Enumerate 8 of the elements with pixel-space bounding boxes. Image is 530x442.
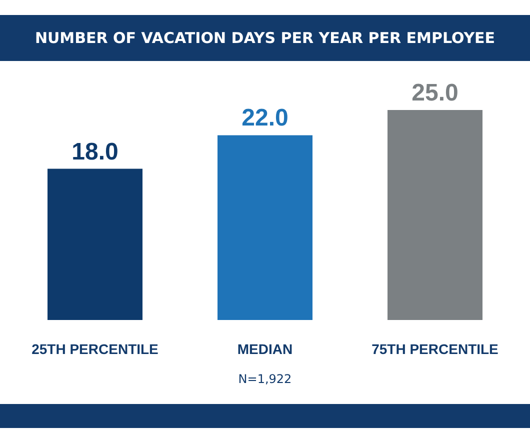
data-label: 25.0 [412,80,458,106]
chart-title: NUMBER OF VACATION DAYS PER YEAR PER EMPLOYEE [0,15,530,61]
x-tick-label: 75TH PERCENTILE [372,341,498,357]
data-label: 18.0 [72,138,118,166]
x-tick-label: 25TH PERCENTILE [32,341,158,357]
text: N=1,922 [237,372,293,386]
x-tick-label: MEDIAN [237,341,293,357]
data-label: 22.0 [242,104,288,132]
